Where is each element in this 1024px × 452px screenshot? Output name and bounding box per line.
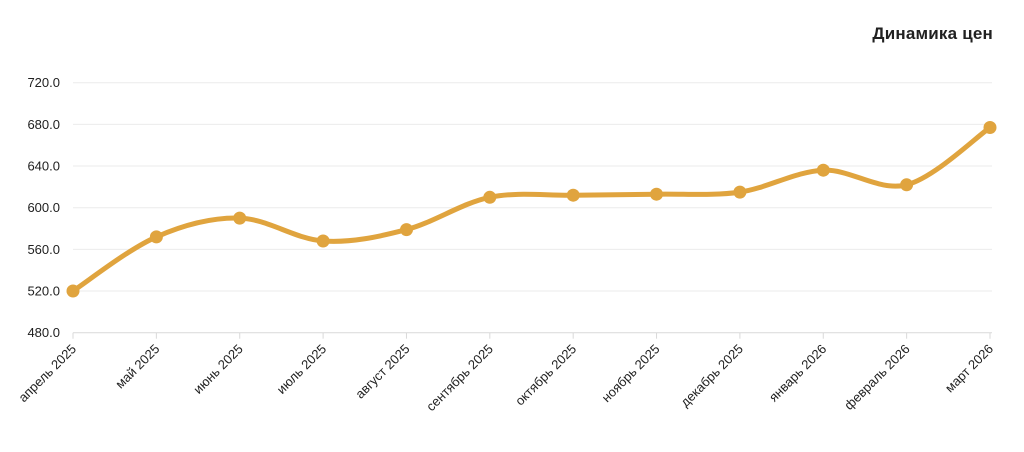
y-axis-tick-label: 640.0 [27,159,60,174]
x-axis-tick-label: декабрь 2025 [677,341,746,410]
price-line [70,125,993,294]
x-axis-tick-label: март 2026 [942,341,996,395]
x-axis-tick-label: апрель 2025 [15,341,79,405]
data-point-marker[interactable] [316,234,330,248]
x-axis-tick-label: август 2025 [352,341,412,401]
y-axis-tick-label: 480.0 [27,325,60,340]
x-axis-tick-label: январь 2026 [766,341,829,404]
x-axis-tick-label: июнь 2025 [190,341,246,397]
y-axis-tick-label: 720.0 [27,75,60,90]
data-point-marker[interactable] [483,190,497,204]
x-axis-tick-label: сентябрь 2025 [423,341,496,414]
y-axis-tick-label: 560.0 [27,242,60,257]
x-axis-tick-label: июль 2025 [274,341,330,397]
data-point-marker[interactable] [566,188,580,202]
data-point-marker[interactable] [650,187,663,201]
data-point-marker[interactable] [816,163,830,177]
data-point-marker[interactable] [983,121,997,134]
x-axis-tick-label: февраль 2026 [841,341,913,413]
chart-title: Динамика цен [872,24,993,43]
data-point-marker[interactable] [400,223,413,237]
data-point-marker[interactable] [733,185,747,199]
x-axis-tick-label: май 2025 [112,341,162,391]
x-axis-tick-label: ноябрь 2025 [599,341,663,405]
x-axis-tick-label: октябрь 2025 [512,341,579,408]
data-point-marker[interactable] [149,230,163,244]
y-axis-tick-label: 600.0 [27,200,60,215]
data-point-marker[interactable] [233,211,247,225]
y-axis-tick-label: 520.0 [27,284,60,299]
data-point-marker[interactable] [66,284,80,298]
y-axis-tick-label: 680.0 [27,117,60,132]
data-point-marker[interactable] [900,178,914,192]
